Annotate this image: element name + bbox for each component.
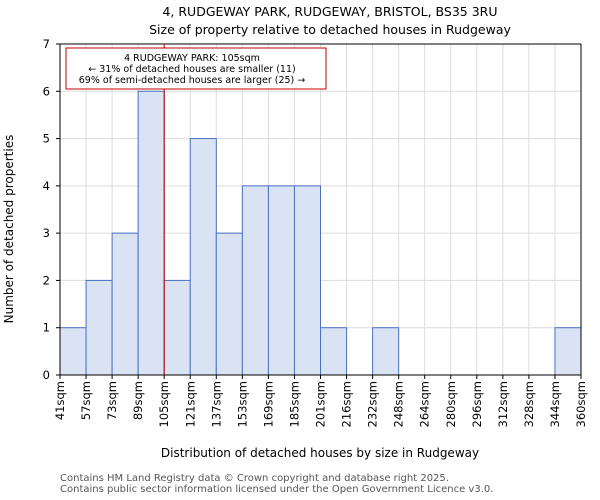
x-tick-label-41sqm: 41sqm [53, 381, 67, 420]
annotation-line2: ← 31% of detached houses are smaller (11… [88, 64, 295, 75]
x-tick-label-328sqm: 328sqm [522, 381, 536, 427]
x-tick-label-216sqm: 216sqm [340, 381, 354, 427]
x-tick-label-153sqm: 153sqm [235, 381, 249, 427]
x-tick-label-89sqm: 89sqm [131, 381, 145, 420]
y-tick-labels: 0 1 2 3 4 5 6 7 [43, 37, 60, 382]
x-tick-label-57sqm: 57sqm [79, 381, 93, 420]
x-tick-label-248sqm: 248sqm [392, 381, 406, 427]
bar-344sqm [554, 327, 582, 376]
annotation-box: 4 RUDGEWAY PARK: 105sqm ← 31% of detache… [65, 47, 327, 90]
bar-153sqm [241, 185, 269, 376]
bar-105sqm [163, 279, 191, 376]
x-tick-labels: 41sqm 57sqm 73sqm 89sqm 105sqm 121sqm 137sqm 15… [53, 375, 588, 427]
bars [59, 90, 582, 376]
footer-line2: Contains public sector information licen… [60, 484, 494, 495]
y-tick-label-4: 4 [43, 179, 50, 193]
x-tick-label-169sqm: 169sqm [261, 381, 275, 427]
x-tick-label-312sqm: 312sqm [496, 381, 510, 427]
bar-137sqm [215, 232, 243, 376]
x-tick-label-264sqm: 264sqm [418, 381, 432, 427]
annotation-line1: 4 RUDGEWAY PARK: 105sqm [124, 53, 260, 64]
x-tick-label-185sqm: 185sqm [287, 381, 301, 427]
x-tick-label-105sqm: 105sqm [157, 381, 171, 427]
x-tick-label-360sqm: 360sqm [574, 381, 588, 427]
x-tick-label-232sqm: 232sqm [366, 381, 380, 427]
x-axis-label: Distribution of detached houses by size … [161, 446, 479, 460]
y-tick-label-2: 2 [43, 273, 50, 287]
bar-41sqm [59, 327, 87, 376]
x-tick-label-121sqm: 121sqm [183, 381, 197, 427]
y-tick-label-5: 5 [43, 132, 50, 146]
chart-title-line1: 4, RUDGEWAY PARK, RUDGEWAY, BRISTOL, BS3… [162, 4, 497, 19]
y-tick-label-6: 6 [43, 84, 50, 98]
bar-89sqm [137, 90, 165, 376]
y-tick-label-1: 1 [43, 321, 50, 335]
chart-title-line2: Size of property relative to detached ho… [149, 22, 511, 37]
x-tick-label-280sqm: 280sqm [444, 381, 458, 427]
x-tick-label-137sqm: 137sqm [209, 381, 223, 427]
bar-169sqm [267, 185, 295, 376]
annotation-line3: 69% of semi-detached houses are larger (… [79, 75, 306, 86]
y-tick-label-3: 3 [43, 226, 50, 240]
bar-73sqm [111, 232, 139, 376]
x-tick-label-344sqm: 344sqm [548, 381, 562, 427]
bar-201sqm [320, 327, 348, 376]
footer-line1: Contains HM Land Registry data © Crown c… [60, 473, 449, 484]
y-tick-label-0: 0 [43, 368, 50, 382]
x-tick-label-73sqm: 73sqm [105, 381, 119, 420]
x-tick-label-296sqm: 296sqm [470, 381, 484, 427]
bar-185sqm [293, 185, 322, 376]
y-axis-label: Number of detached properties [2, 135, 16, 324]
bar-232sqm [372, 327, 400, 376]
x-tick-label-201sqm: 201sqm [314, 381, 328, 427]
y-tick-label-7: 7 [43, 37, 50, 51]
bar-57sqm [85, 279, 113, 376]
bar-121sqm [189, 138, 217, 376]
